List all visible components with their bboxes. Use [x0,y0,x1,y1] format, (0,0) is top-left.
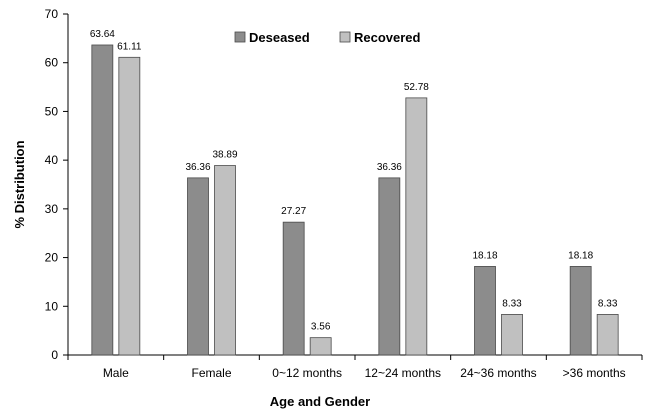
bar-recovered [309,337,332,356]
bar-deseased [187,177,209,356]
data-label: 27.27 [281,206,306,217]
bar-deseased [569,266,592,356]
bar-recovered [405,97,428,356]
y-tick-label: 70 [45,7,59,21]
data-label: 8.33 [502,298,522,309]
data-label: 3.56 [311,322,331,333]
data-label: 18.18 [568,250,593,261]
y-tick-label: 10 [45,299,59,313]
data-label: 52.78 [404,82,429,93]
data-label: 38.89 [212,150,237,161]
bar-recovered [596,314,619,356]
data-labels: 63.6461.1136.3638.8927.273.5636.3652.781… [90,29,618,333]
y-axis-title: % Distribution [12,140,27,228]
data-label: 63.64 [90,29,115,40]
legend-label: Deseased [249,30,310,45]
x-tick-label: 12~24 months [365,366,441,380]
data-label: 8.33 [598,298,618,309]
bars [91,44,619,356]
y-axis: 0 10 20 30 40 50 60 70 [45,7,69,362]
data-label: 36.36 [185,162,210,173]
legend-label: Recovered [354,30,421,45]
y-tick-label: 40 [45,153,59,167]
y-tick-label: 20 [45,251,59,265]
legend-swatch [339,31,351,43]
y-tick-label: 30 [45,202,59,216]
y-tick-label: 50 [45,104,59,118]
data-label: 36.36 [377,162,402,173]
x-axis-title: Age and Gender [270,394,370,409]
x-tick-label: Male [103,366,129,380]
y-tick-label: 0 [51,348,58,362]
x-tick-label: 24~36 months [460,366,536,380]
bar-recovered [501,314,523,356]
legend: Deseased Recovered [234,30,421,45]
bar-deseased [282,221,305,356]
bar-recovered [118,56,141,356]
x-tick-label: 0~12 months [272,366,342,380]
x-axis: Male Female 0~12 months 12~24 months 24~36 m… [67,354,643,380]
data-label: 61.11 [117,41,142,52]
data-label: 18.18 [472,250,497,261]
bar-deseased [91,44,114,356]
bar-deseased [474,266,496,356]
x-tick-label: Female [191,366,231,380]
bar-deseased [378,177,401,356]
y-tick-label: 60 [45,56,59,70]
bar-recovered [214,165,236,356]
legend-swatch [234,31,246,43]
x-tick-label: >36 months [563,366,626,380]
